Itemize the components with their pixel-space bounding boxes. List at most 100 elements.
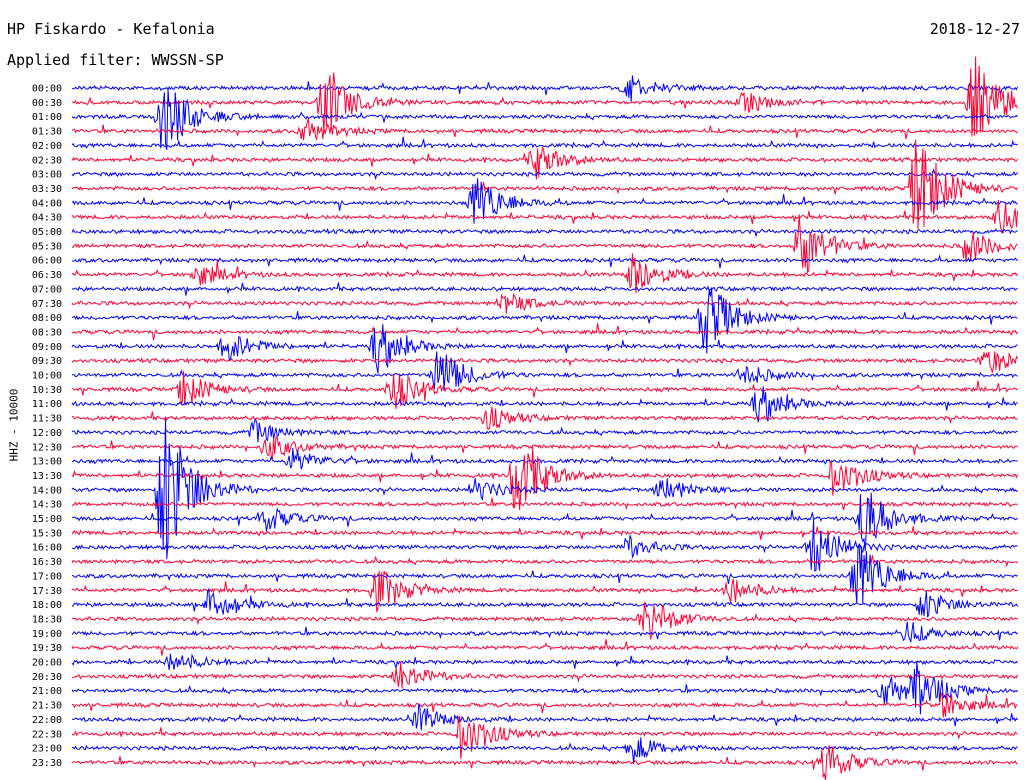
row-time-label: 01:00	[32, 112, 62, 123]
trace-row-1100	[71, 386, 1018, 423]
trace-row-1400	[71, 418, 1018, 560]
row-time-label: 02:00	[32, 141, 62, 152]
row-time-label: 20:30	[32, 672, 62, 683]
row-time-label: 13:00	[32, 457, 62, 468]
trace-row-2030	[71, 661, 1019, 689]
trace-row-1900	[71, 621, 1018, 644]
row-time-label: 16:00	[32, 543, 62, 554]
trace-row-0900	[71, 324, 1018, 374]
trace-row-0530	[71, 214, 1018, 274]
row-time-label: 07:30	[32, 299, 62, 310]
row-time-label: 05:30	[32, 241, 62, 252]
trace-row-1430	[71, 497, 1018, 511]
trace-row-0430	[71, 200, 1019, 234]
trace-row-0800	[71, 287, 1018, 354]
row-time-label: 03:30	[32, 184, 62, 195]
row-time-label: 00:30	[32, 98, 62, 109]
trace-row-1230	[71, 436, 1018, 460]
trace-row-2100	[71, 660, 1018, 715]
trace-row-0930	[71, 351, 1019, 373]
row-time-label: 17:00	[32, 571, 62, 582]
trace-row-0630	[71, 253, 1019, 294]
trace-row-2000	[71, 653, 1018, 671]
trace-row-0300	[71, 168, 1018, 181]
trace-row-1000	[71, 351, 1018, 391]
trace-row-0330	[71, 139, 1019, 230]
row-time-label: 06:00	[32, 256, 62, 267]
row-time-label: 23:30	[32, 758, 62, 769]
trace-row-0200	[71, 136, 1018, 150]
trace-row-0100	[71, 88, 1018, 150]
trace-row-0130	[71, 118, 1018, 141]
row-time-label: 20:00	[32, 658, 62, 669]
row-time-label: 09:30	[32, 356, 62, 367]
row-time-label: 07:00	[32, 284, 62, 295]
trace-row-0500	[71, 227, 1018, 238]
trace-row-0700	[71, 282, 1018, 296]
row-time-label: 02:30	[32, 155, 62, 166]
row-time-label: 12:00	[32, 428, 62, 439]
trace-row-1330	[71, 446, 1019, 510]
row-time-label: 05:00	[32, 227, 62, 238]
trace-row-1500	[71, 492, 1018, 552]
row-time-label: 03:00	[32, 170, 62, 181]
trace-row-0030	[71, 56, 1019, 137]
trace-row-1600	[71, 518, 1018, 572]
station-title: HP Fiskardo - Kefalonia	[7, 20, 215, 38]
seismogram-traces	[71, 56, 1019, 780]
filter-label: Applied filter: WWSSN-SP	[7, 51, 224, 69]
row-time-label: 18:00	[32, 600, 62, 611]
trace-row-2130	[71, 691, 1018, 718]
trace-row-0600	[71, 254, 1018, 269]
trace-row-1700	[71, 543, 1018, 604]
trace-row-1030	[71, 370, 1018, 410]
trace-row-0830	[71, 323, 1019, 341]
row-time-label: 17:30	[32, 586, 62, 597]
row-time-label: 04:30	[32, 213, 62, 224]
row-time-label: 08:30	[32, 327, 62, 338]
row-time-label: 19:00	[32, 629, 62, 640]
trace-row-0230	[71, 146, 1019, 180]
trace-row-0730	[71, 292, 1018, 314]
trace-row-1300	[71, 447, 1018, 470]
row-time-label: 06:30	[32, 270, 62, 281]
trace-row-1800	[71, 587, 1019, 618]
row-time-label: 09:00	[32, 342, 62, 353]
row-time-label: 15:00	[32, 514, 62, 525]
trace-row-1830	[71, 602, 1018, 641]
row-time-label: 04:00	[32, 198, 62, 209]
trace-row-1730	[71, 570, 1018, 613]
row-time-label: 00:00	[32, 84, 62, 95]
trace-row-2330	[71, 745, 1018, 780]
row-time-label: 22:00	[32, 715, 62, 726]
trace-row-1530	[71, 526, 1018, 540]
trace-row-1930	[71, 638, 1019, 656]
trace-row-0400	[71, 178, 1018, 224]
row-time-label: 22:30	[32, 729, 62, 740]
row-time-label: 21:00	[32, 686, 62, 697]
row-time-label: 16:30	[32, 557, 62, 568]
row-time-label: 23:00	[32, 744, 62, 755]
row-time-label: 14:30	[32, 500, 62, 511]
row-time-label: 18:30	[32, 614, 62, 625]
row-time-label: 21:30	[32, 701, 62, 712]
row-time-label: 10:00	[32, 371, 62, 382]
trace-row-2200	[71, 703, 1018, 731]
row-time-label: 01:30	[32, 127, 62, 138]
row-time-label: 19:30	[32, 643, 62, 654]
plot-date: 2018-12-27	[929, 20, 1020, 38]
row-time-label: 14:00	[32, 485, 62, 496]
row-time-label: 11:00	[32, 399, 62, 410]
trace-row-1130	[72, 406, 1018, 431]
trace-row-1200	[71, 418, 1018, 443]
trace-row-2300	[71, 737, 1018, 764]
row-time-label: 15:30	[32, 528, 62, 539]
trace-row-2230	[71, 715, 1018, 759]
row-time-label: 13:30	[32, 471, 62, 482]
trace-row-0000	[71, 75, 1019, 102]
row-time-label: 11:30	[32, 414, 62, 425]
row-time-labels: 00:00 00:30 01:00 01:30 02:00 02:30 03:00 03:30…	[32, 84, 62, 769]
row-time-label: 10:30	[32, 385, 62, 396]
row-time-label: 12:30	[32, 442, 62, 453]
